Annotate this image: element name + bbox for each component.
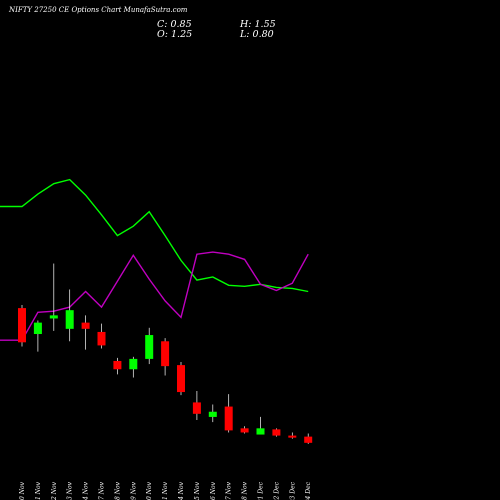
candle-body xyxy=(145,335,154,359)
candle-body xyxy=(161,341,170,367)
x-tick-label: 14 Nov xyxy=(83,481,90,500)
x-tick-label: 26 Nov xyxy=(210,481,217,500)
candle-body xyxy=(129,358,138,370)
chart-title: NIFTY 27250 CE Options Chart MunafaSutra… xyxy=(9,6,188,14)
candle-body xyxy=(49,315,58,319)
candle-body xyxy=(240,428,249,433)
x-tick-label: 28 Nov xyxy=(242,481,249,500)
candle-body xyxy=(304,436,313,443)
candle-body xyxy=(33,322,42,335)
candle-body xyxy=(81,322,90,329)
candles xyxy=(18,263,313,444)
candle-body xyxy=(288,435,297,438)
open-value: O: 1.25 xyxy=(157,29,193,40)
green-line xyxy=(0,178,309,293)
x-tick-label: 25 Nov xyxy=(194,481,201,500)
candle-body xyxy=(177,365,185,393)
low-value: L: 0.80 xyxy=(240,29,274,40)
x-tick-label: 17 Nov xyxy=(99,481,106,500)
x-tick-label: 11 Nov xyxy=(35,481,42,500)
close-value: C: 0.85 xyxy=(157,19,192,30)
candle-body xyxy=(65,310,74,329)
x-tick-label: 04 Dec xyxy=(305,481,312,500)
x-tick-label: 24 Nov xyxy=(178,481,185,500)
x-tick-label: 01 Dec xyxy=(258,481,265,500)
x-tick-label: 21 Nov xyxy=(162,481,169,500)
magenta-line xyxy=(0,251,309,341)
candle-body xyxy=(18,308,26,343)
candle-body xyxy=(113,360,122,370)
x-tick-label: 20 Nov xyxy=(146,481,153,500)
x-axis: 10 Nov 11 Nov 12 Nov 13 Nov 14 Nov 17 Nov 18 N… xyxy=(19,481,312,500)
x-tick-label: 10 Nov xyxy=(19,481,26,500)
candle-body xyxy=(256,428,265,435)
candle-body xyxy=(224,406,233,431)
candle-body xyxy=(272,429,281,436)
x-tick-label: 02 Dec xyxy=(273,481,280,500)
indicator-lines xyxy=(0,178,309,341)
x-tick-label: 03 Dec xyxy=(289,481,296,500)
x-tick-label: 13 Nov xyxy=(67,481,74,500)
high-value: H: 1.55 xyxy=(240,19,276,30)
x-tick-label: 12 Nov xyxy=(51,481,58,500)
x-tick-label: 18 Nov xyxy=(114,481,121,500)
candle-body xyxy=(97,331,106,346)
x-tick-label: 19 Nov xyxy=(130,481,137,500)
x-tick-label: 27 Nov xyxy=(226,481,233,500)
candle-body xyxy=(208,411,217,417)
candle-body xyxy=(192,402,201,414)
